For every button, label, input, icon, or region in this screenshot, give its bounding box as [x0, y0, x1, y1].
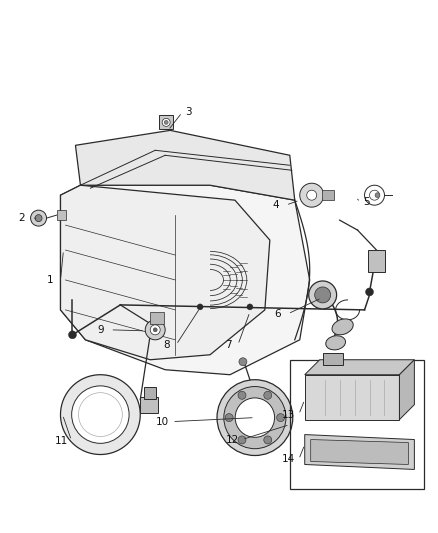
- Text: 7: 7: [225, 340, 231, 350]
- Bar: [321, 190, 334, 200]
- Circle shape: [366, 288, 374, 296]
- Text: 10: 10: [155, 417, 169, 426]
- Circle shape: [217, 379, 293, 456]
- Ellipse shape: [332, 319, 353, 335]
- Polygon shape: [60, 185, 310, 375]
- Polygon shape: [75, 131, 295, 200]
- Text: 6: 6: [275, 309, 281, 319]
- Circle shape: [31, 210, 46, 226]
- Circle shape: [164, 120, 168, 124]
- Text: 4: 4: [272, 200, 279, 210]
- Circle shape: [225, 414, 233, 422]
- Text: 14: 14: [282, 455, 295, 464]
- Bar: [290, 360, 424, 489]
- Text: 2: 2: [18, 213, 25, 223]
- Circle shape: [145, 320, 165, 340]
- Circle shape: [68, 331, 77, 339]
- Polygon shape: [399, 360, 414, 419]
- Circle shape: [309, 281, 337, 309]
- Bar: [367, 250, 385, 272]
- Circle shape: [247, 304, 253, 310]
- Bar: [57, 210, 67, 220]
- Bar: [159, 116, 173, 130]
- Circle shape: [239, 358, 247, 366]
- Circle shape: [264, 436, 272, 444]
- Bar: [150, 312, 164, 324]
- Text: 13: 13: [282, 410, 295, 419]
- Polygon shape: [311, 440, 408, 464]
- Polygon shape: [305, 434, 414, 470]
- Bar: [140, 397, 158, 413]
- Circle shape: [150, 325, 160, 335]
- Bar: [323, 353, 343, 365]
- Text: 8: 8: [163, 340, 170, 350]
- Polygon shape: [305, 360, 414, 375]
- Circle shape: [153, 328, 157, 332]
- Circle shape: [235, 398, 275, 437]
- Bar: [305, 375, 399, 419]
- Circle shape: [162, 118, 170, 126]
- Circle shape: [277, 414, 285, 422]
- Text: 1: 1: [47, 275, 54, 285]
- Circle shape: [72, 386, 129, 443]
- Circle shape: [375, 193, 380, 198]
- Bar: [144, 386, 156, 399]
- Circle shape: [238, 436, 246, 444]
- Polygon shape: [60, 185, 270, 360]
- Circle shape: [35, 215, 42, 222]
- Circle shape: [314, 287, 331, 303]
- Text: 3: 3: [185, 108, 191, 117]
- Circle shape: [238, 391, 246, 399]
- Circle shape: [264, 391, 272, 399]
- Circle shape: [300, 183, 324, 207]
- Text: 9: 9: [97, 325, 104, 335]
- Circle shape: [60, 375, 140, 455]
- Circle shape: [197, 304, 203, 310]
- Circle shape: [307, 190, 317, 200]
- Text: 12: 12: [225, 434, 239, 445]
- Ellipse shape: [326, 336, 346, 350]
- Text: 11: 11: [55, 435, 68, 446]
- Text: 5: 5: [363, 197, 370, 207]
- Circle shape: [224, 386, 286, 449]
